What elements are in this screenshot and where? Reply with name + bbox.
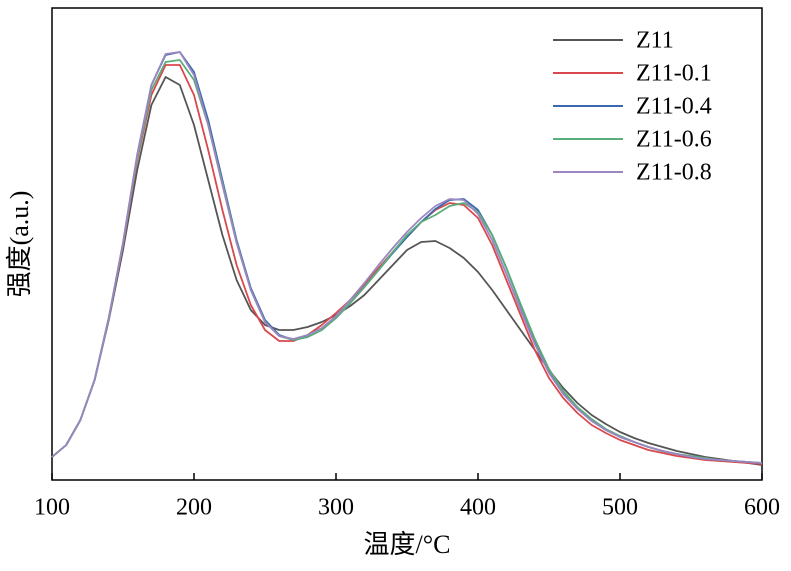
y-axis-label: 强度(a.u.) [5, 191, 34, 298]
series-line [51, 51, 763, 464]
legend-label: Z11-0.4 [636, 94, 712, 120]
legend-label: Z11-0.8 [636, 160, 712, 186]
x-axis-label: 温度/°C [364, 530, 451, 559]
series-line [51, 76, 763, 466]
legend-label: Z11-0.1 [636, 61, 712, 87]
series-line [51, 59, 763, 464]
x-tick-label: 600 [744, 495, 780, 521]
x-tick-label: 500 [602, 495, 638, 521]
x-tick-label: 400 [460, 495, 496, 521]
x-tick-label: 200 [176, 495, 212, 521]
x-tick-label: 300 [318, 495, 354, 521]
series-line [51, 64, 763, 465]
plot-frame [51, 7, 763, 481]
x-tick-label: 100 [34, 495, 70, 521]
legend-label: Z11-0.6 [636, 127, 712, 153]
legend-label: Z11 [636, 28, 674, 54]
